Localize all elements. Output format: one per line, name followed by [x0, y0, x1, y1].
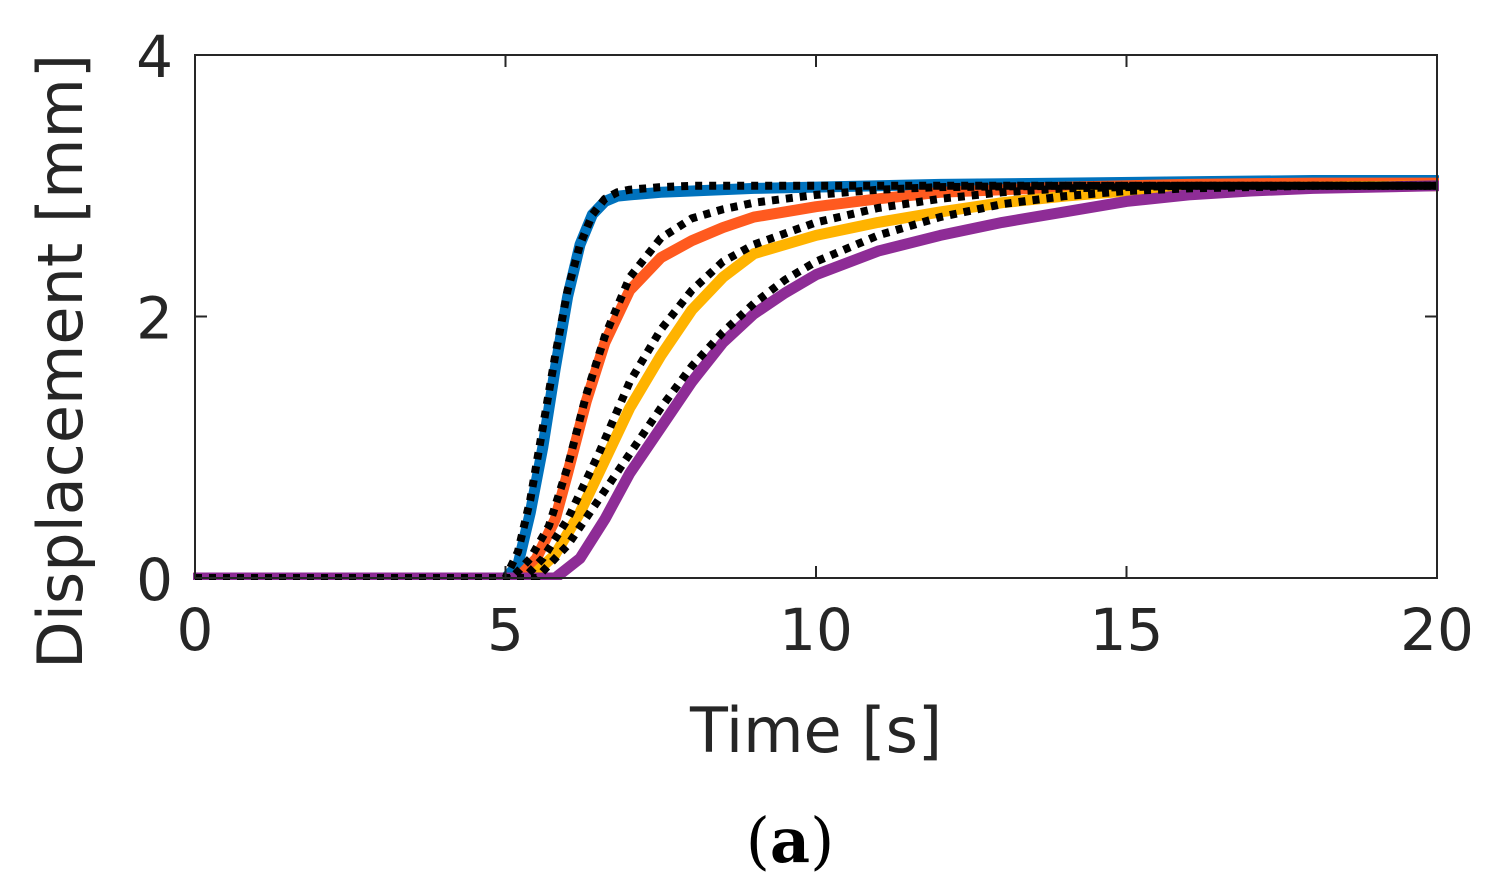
series-line-measured-4 [193, 180, 1439, 580]
x-tick-label: 15 [1090, 596, 1164, 664]
caption-open-paren: ( [746, 804, 770, 877]
series-line-model-4 [195, 181, 1437, 580]
plot-area [195, 55, 1437, 578]
caption-letter: a [770, 804, 810, 877]
y-tick-label: 0 [136, 546, 173, 614]
figure-caption: (a) [746, 804, 835, 877]
y-tick-label: 4 [136, 23, 173, 91]
tick-labels: 0 5 10 15 20 0 2 4 [136, 23, 1474, 664]
y-tick-label: 2 [136, 285, 173, 353]
x-tick-label: 10 [779, 596, 853, 664]
series-line-model-3 [195, 181, 1437, 580]
series-layer [193, 175, 1439, 580]
x-tick-label: 20 [1400, 596, 1474, 664]
caption-close-paren: ) [810, 804, 834, 877]
plot-background [195, 55, 1437, 578]
x-axis-label: Time [s] [689, 694, 942, 767]
series-line-model-2 [195, 181, 1437, 580]
y-axis-label: Displacement [mm] [24, 54, 97, 669]
x-tick-label: 5 [487, 596, 524, 664]
x-tick-label: 0 [177, 596, 214, 664]
ticks-layer [194, 54, 1438, 579]
